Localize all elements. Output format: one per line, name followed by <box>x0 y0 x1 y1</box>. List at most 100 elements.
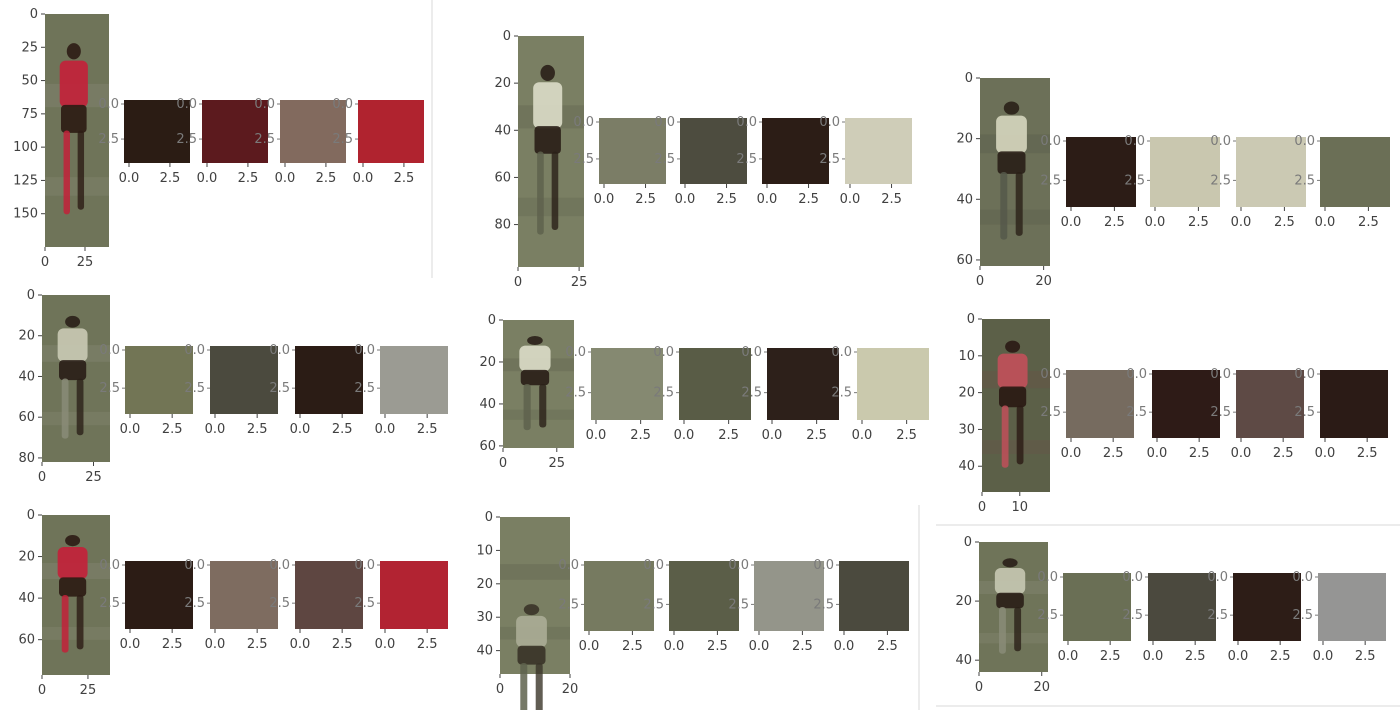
color-swatch <box>1066 370 1134 438</box>
color-swatch <box>125 561 193 629</box>
color-swatch <box>1320 137 1390 207</box>
swatch-x-tick-label: 2.5 <box>238 171 259 186</box>
player-head-shape <box>523 604 540 616</box>
swatch-y-tick-label: 0.0 <box>741 345 762 360</box>
swatch-y-tick-label: 2.5 <box>736 152 757 167</box>
color-swatch <box>210 561 278 629</box>
swatch-y-tick-label: 2.5 <box>1040 405 1061 420</box>
x-tick-label: 0 <box>514 275 522 290</box>
y-tick-label: 20 <box>18 329 35 344</box>
color-swatch <box>124 100 190 163</box>
player-shorts-shape <box>59 360 87 381</box>
swatch-y-tick-label: 0.0 <box>332 97 353 112</box>
x-tick-label: 0 <box>496 682 504 697</box>
swatch-y-tick-label: 2.5 <box>565 386 586 401</box>
player-head-shape <box>1002 558 1018 568</box>
player-jersey-shape <box>57 328 88 362</box>
field-band-shape <box>42 627 110 640</box>
color-swatch <box>767 348 839 420</box>
color-swatch <box>280 100 346 163</box>
y-tick-label: 0 <box>485 510 493 525</box>
swatch-x-tick-label: 0.0 <box>375 422 396 437</box>
swatch-x-tick-label: 0.0 <box>1147 446 1168 461</box>
field-band-shape <box>503 409 574 420</box>
swatch-x-tick-label: 0.0 <box>120 422 141 437</box>
swatch-y-tick-label: 2.5 <box>831 386 852 401</box>
player-head-shape <box>65 535 81 547</box>
player-shorts-shape <box>61 104 87 133</box>
swatch-x-tick-label: 2.5 <box>1189 446 1210 461</box>
swatch-y-tick-label: 2.5 <box>354 381 375 396</box>
subplot-group: 0 20 40 60 80 0 25 0.0 2.5 0.0 2.5 0.0 2.5 0.0 2.5 0.0 2… <box>494 29 912 290</box>
swatch-y-tick-label: 0.0 <box>99 558 120 573</box>
swatch-x-tick-label: 0.0 <box>579 639 600 654</box>
y-tick-label: 0 <box>965 71 973 86</box>
subplot-group: 0 20 40 60 0 25 0.0 2.5 0.0 2.5 0.0 2.5 0.0 2.5 0.0 2.5… <box>18 508 448 698</box>
y-tick-label: 0 <box>964 535 972 550</box>
swatch-x-tick-label: 0.0 <box>1231 215 1252 230</box>
swatch-x-tick-label: 0.0 <box>353 171 374 186</box>
y-tick-label: 40 <box>958 459 975 474</box>
player-leg-shape <box>61 595 69 653</box>
swatch-x-tick-label: 0.0 <box>275 171 296 186</box>
color-swatch <box>754 561 824 631</box>
x-tick-label: 25 <box>549 456 566 471</box>
y-tick-label: 25 <box>21 40 38 55</box>
player-leg-shape <box>551 151 559 231</box>
y-tick-label: 100 <box>13 140 38 155</box>
color-swatch <box>839 561 909 631</box>
swatch-y-tick-label: 0.0 <box>643 558 664 573</box>
y-tick-label: 40 <box>18 591 35 606</box>
swatch-y-tick-label: 2.5 <box>269 596 290 611</box>
swatch-x-tick-label: 0.0 <box>757 192 778 207</box>
swatch-x-tick-label: 2.5 <box>394 171 415 186</box>
swatch-x-tick-label: 2.5 <box>162 637 183 652</box>
swatch-y-tick-label: 0.0 <box>1126 367 1147 382</box>
y-tick-label: 60 <box>494 170 511 185</box>
swatch-x-tick-label: 2.5 <box>716 192 737 207</box>
x-tick-label: 10 <box>1012 500 1029 515</box>
y-tick-label: 40 <box>956 192 973 207</box>
player-jersey-shape <box>533 82 563 129</box>
swatch-y-tick-label: 0.0 <box>99 343 120 358</box>
y-tick-label: 10 <box>476 543 493 558</box>
y-tick-label: 40 <box>18 369 35 384</box>
color-swatch <box>1063 573 1131 641</box>
y-tick-label: 80 <box>18 451 35 466</box>
swatch-x-tick-label: 2.5 <box>718 428 739 443</box>
x-tick-label: 20 <box>562 682 579 697</box>
y-tick-label: 40 <box>955 653 972 668</box>
swatch-x-tick-label: 2.5 <box>1357 446 1378 461</box>
player-leg-shape <box>1015 172 1023 236</box>
y-tick-label: 20 <box>476 577 493 592</box>
color-swatch <box>295 561 363 629</box>
swatch-x-tick-label: 0.0 <box>1315 215 1336 230</box>
y-tick-label: 40 <box>494 123 511 138</box>
y-tick-label: 10 <box>958 349 975 364</box>
swatch-x-tick-label: 2.5 <box>162 422 183 437</box>
x-tick-label: 0 <box>38 470 46 485</box>
swatch-y-tick-label: 2.5 <box>1292 608 1313 623</box>
swatch-y-tick-label: 0.0 <box>184 343 205 358</box>
color-swatch <box>380 346 448 414</box>
swatch-x-tick-label: 2.5 <box>417 637 438 652</box>
swatch-x-tick-label: 0.0 <box>290 422 311 437</box>
y-tick-label: 20 <box>494 76 511 91</box>
x-tick-label: 0 <box>41 255 49 270</box>
player-head-shape <box>540 64 555 82</box>
player-leg-shape <box>76 595 84 650</box>
swatch-y-tick-label: 2.5 <box>184 381 205 396</box>
color-swatch <box>584 561 654 631</box>
swatch-y-tick-label: 0.0 <box>1292 570 1313 585</box>
swatch-y-tick-label: 0.0 <box>254 97 275 112</box>
swatch-y-tick-label: 0.0 <box>354 343 375 358</box>
color-swatch <box>1066 137 1136 207</box>
swatch-y-tick-label: 0.0 <box>269 343 290 358</box>
player-jersey-shape <box>519 345 551 372</box>
color-swatch <box>599 118 666 184</box>
player-leg-shape <box>539 384 547 428</box>
y-tick-label: 60 <box>956 253 973 268</box>
x-tick-label: 25 <box>571 275 588 290</box>
